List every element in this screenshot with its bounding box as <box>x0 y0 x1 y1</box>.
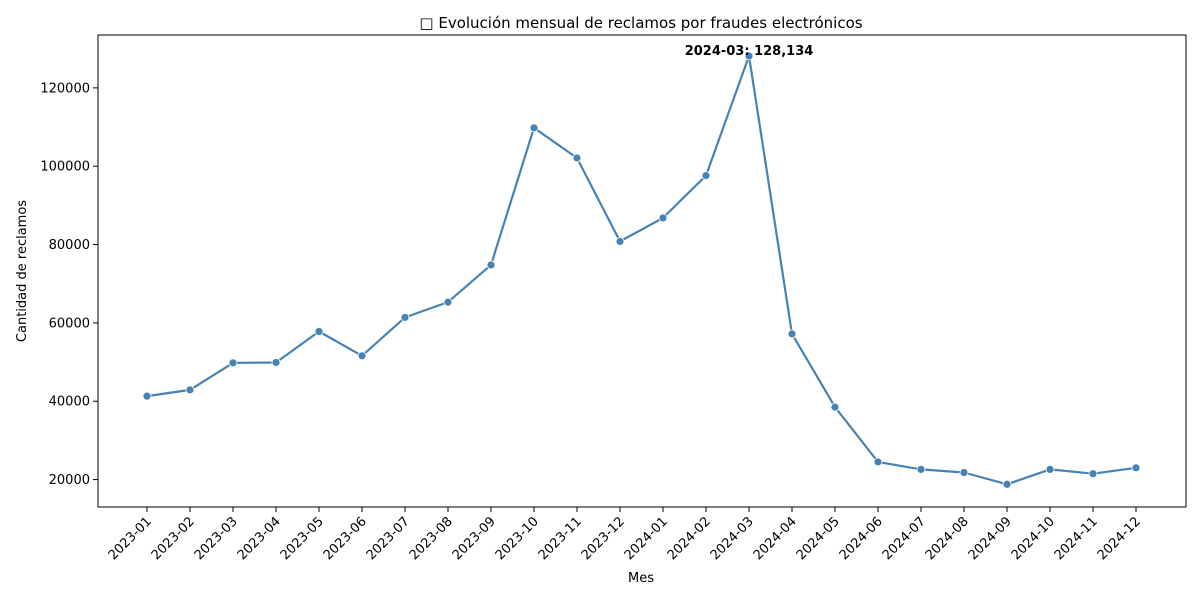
data-point <box>271 358 281 367</box>
data-point <box>658 213 668 223</box>
data-point <box>916 464 926 474</box>
y-tick-label: 80000 <box>49 238 90 253</box>
data-point <box>1131 463 1141 473</box>
data-point <box>142 391 152 401</box>
data-point <box>357 351 367 361</box>
peak-annotation: 2024-03: 128,134 <box>685 44 814 59</box>
y-tick-label: 100000 <box>40 160 90 175</box>
y-axis-label: Cantidad de reclamos <box>15 200 30 342</box>
data-points <box>142 51 1141 489</box>
data-point <box>572 153 582 163</box>
data-point <box>701 171 711 181</box>
data-point <box>529 123 539 133</box>
chart-title: □ Evolución mensual de reclamos por frau… <box>419 14 862 32</box>
plot-area-frame <box>97 34 1187 508</box>
y-tick-label: 120000 <box>40 81 90 96</box>
y-tick-label: 40000 <box>49 395 90 410</box>
data-point <box>873 457 883 467</box>
data-point <box>1045 464 1055 474</box>
data-point <box>400 313 410 322</box>
x-axis-label: Mes <box>628 571 654 586</box>
data-point <box>228 358 238 368</box>
data-point <box>1002 479 1012 489</box>
series-line <box>146 54 1137 486</box>
data-point <box>959 468 969 477</box>
data-point <box>314 327 324 336</box>
data-point <box>486 260 496 270</box>
y-axis: 20000 40000 60000 80000 100000 120000 <box>40 81 98 488</box>
data-point <box>744 51 754 61</box>
data-point <box>787 329 797 339</box>
data-point <box>830 402 840 412</box>
y-tick-label: 60000 <box>49 316 90 331</box>
data-point <box>443 297 453 307</box>
data-point <box>185 385 195 395</box>
data-point <box>1088 469 1098 479</box>
data-point <box>615 237 625 246</box>
y-tick-label: 20000 <box>49 473 90 488</box>
